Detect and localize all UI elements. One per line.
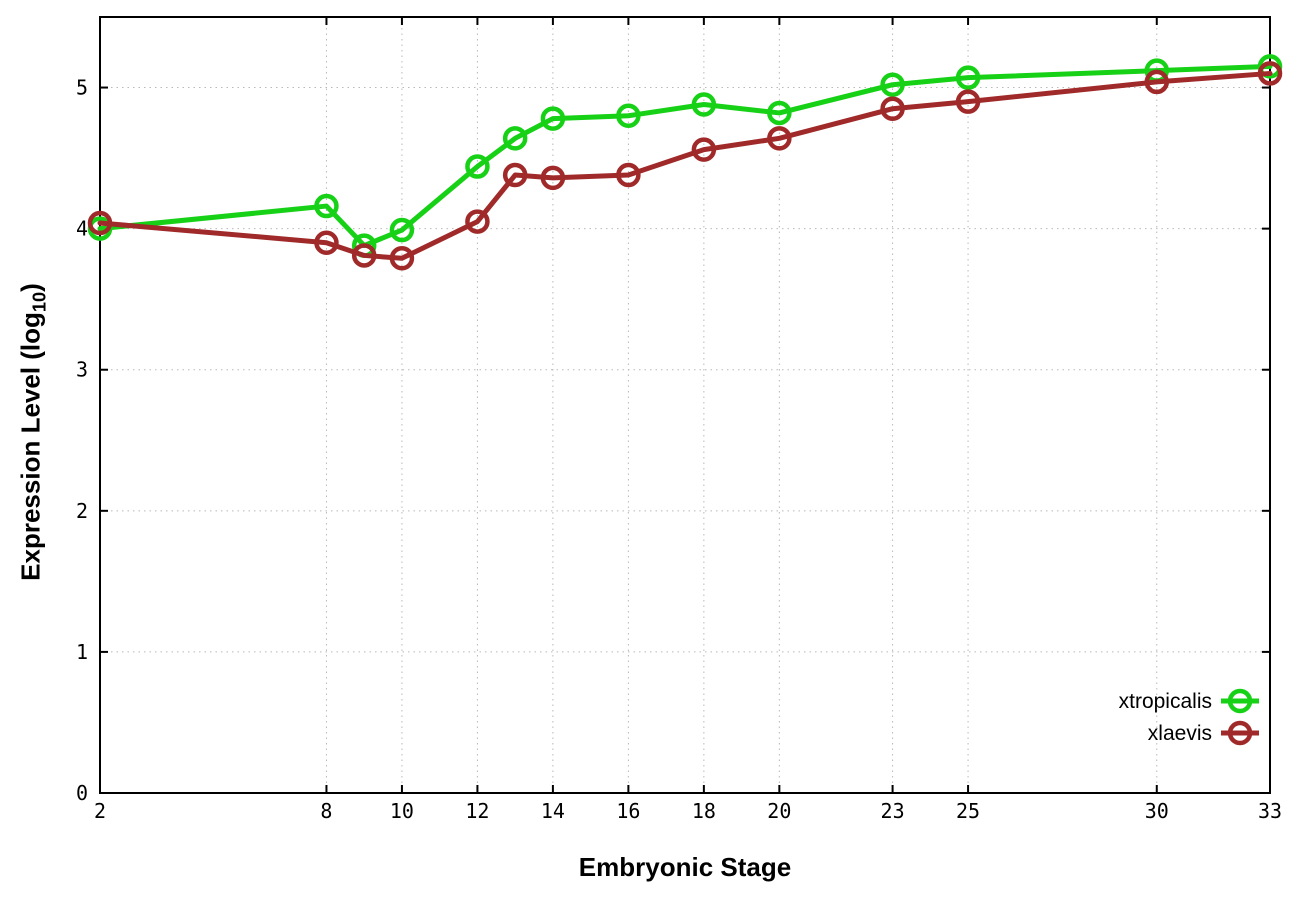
data-point-marker-xtropicalis	[465, 154, 490, 179]
data-point-marker-xlaevis	[1144, 69, 1170, 95]
y-axis-title-subscript: 10	[29, 291, 50, 313]
series-line-xtropicalis	[97, 63, 1273, 249]
data-point-marker-xlaevis	[351, 243, 377, 268]
y-axis-title-text: Expression Level (log	[15, 312, 46, 581]
y-tick-label: 3	[76, 358, 88, 382]
x-tick-label: 16	[616, 799, 640, 823]
data-point-marker-xlaevis	[880, 96, 905, 121]
data-point-marker-xtropicalis	[540, 106, 566, 131]
y-tick-label: 1	[76, 640, 88, 664]
data-point-marker-xlaevis	[1257, 61, 1283, 86]
series-line-xlaevis	[97, 70, 1273, 261]
data-point-marker-xlaevis	[502, 162, 528, 188]
data-point-marker-xlaevis	[616, 162, 641, 188]
data-point-marker-xlaevis	[389, 246, 415, 271]
y-tick-label: 5	[76, 76, 88, 100]
y-tick-label: 2	[76, 499, 88, 523]
data-point-marker-xlaevis	[955, 89, 981, 114]
x-tick-label: 18	[692, 799, 716, 823]
data-point-marker-xlaevis	[87, 210, 113, 236]
plot-border	[99, 16, 1271, 794]
x-tick-label: 2	[94, 799, 106, 823]
legend-marker-xlaevis	[1227, 720, 1253, 746]
data-point-marker-xlaevis	[540, 165, 566, 191]
data-point-marker-xlaevis	[314, 230, 339, 255]
x-tick-label: 12	[465, 799, 489, 823]
data-point-marker-xlaevis	[465, 209, 490, 234]
x-axis-title: Embryonic Stage	[578, 852, 792, 882]
data-point-marker-xtropicalis	[502, 126, 528, 151]
legend-label-xlaevis: xlaevis	[1148, 722, 1212, 745]
data-point-marker-xtropicalis	[389, 217, 415, 243]
legend-marker-xtropicalis	[1227, 688, 1253, 714]
data-point-marker-xtropicalis	[691, 92, 717, 117]
x-tick-label: 30	[1145, 799, 1169, 823]
x-tick-label: 8	[320, 799, 332, 823]
legend-label-xtropicalis: xtropicalis	[1119, 690, 1212, 713]
data-point-marker-xlaevis	[691, 137, 717, 162]
data-point-marker-xtropicalis	[880, 72, 905, 97]
x-tick-label: 25	[956, 799, 980, 823]
x-tick-label: 23	[881, 799, 905, 823]
y-axis-title-suffix: )	[15, 283, 46, 292]
x-tick-label: 14	[541, 799, 565, 823]
data-point-marker-xtropicalis	[616, 103, 641, 129]
data-point-marker-xlaevis	[767, 126, 792, 151]
y-axis-title: Expression Level (log10)	[15, 283, 50, 581]
x-tick-label: 20	[767, 799, 791, 823]
x-tick-label: 33	[1258, 799, 1282, 823]
y-tick-label: 4	[76, 217, 88, 241]
data-point-marker-xtropicalis	[767, 100, 792, 126]
x-tick-label: 10	[390, 799, 414, 823]
y-tick-label: 0	[76, 781, 88, 805]
data-point-marker-xtropicalis	[314, 193, 339, 219]
data-point-marker-xtropicalis	[955, 65, 981, 90]
